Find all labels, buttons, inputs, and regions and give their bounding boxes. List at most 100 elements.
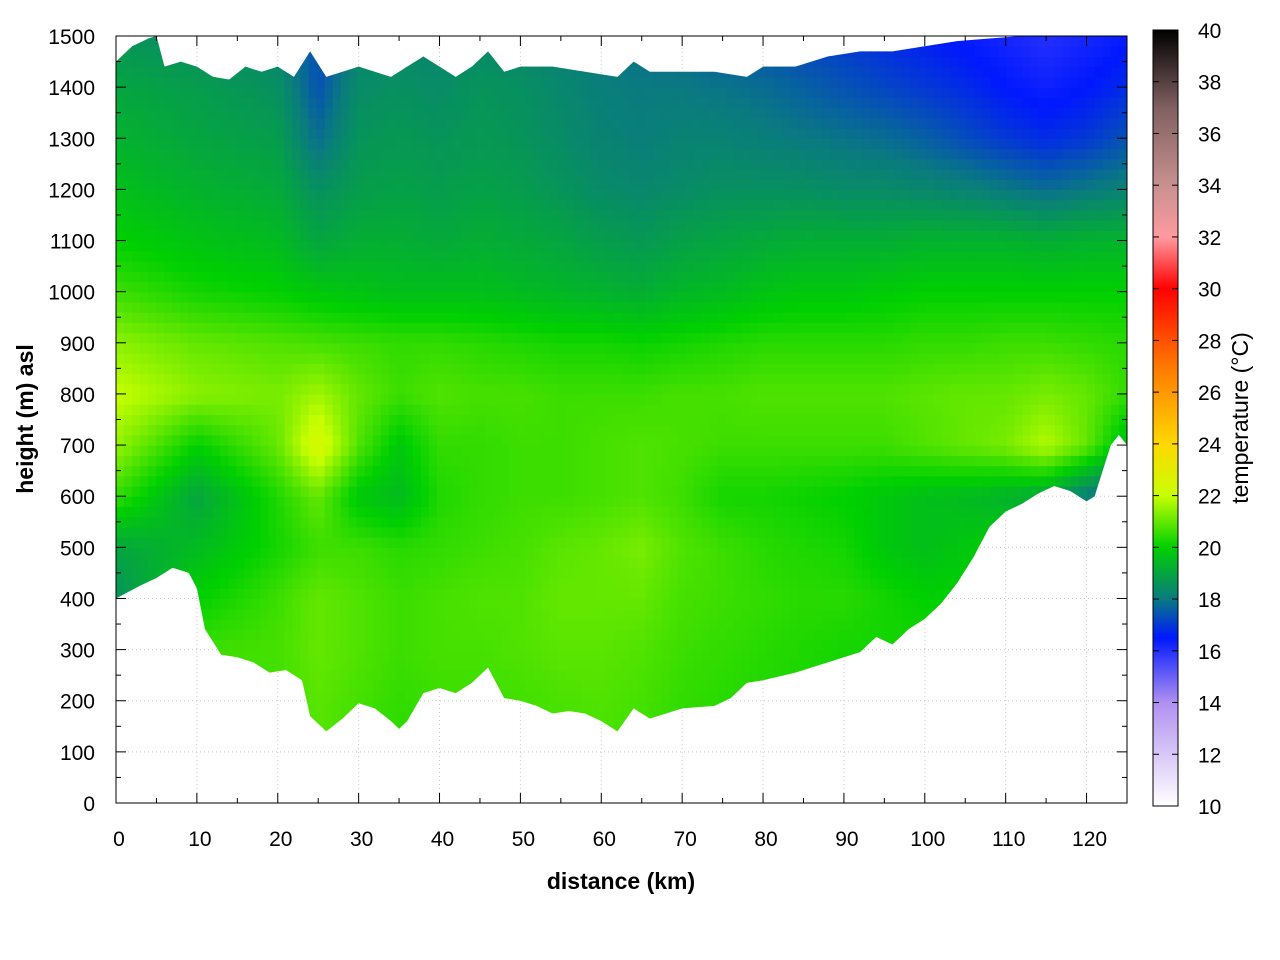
field-cell [340,547,350,559]
field-cell [773,670,783,681]
field-cell [396,670,406,681]
field-cell [613,567,623,579]
field-cell [565,506,574,518]
field-cell [629,659,639,671]
field-cell [372,649,382,661]
field-cell [196,404,205,415]
field-cell [822,567,831,579]
field-cell [420,557,430,569]
field-cell [669,629,679,640]
field-cell [380,404,390,415]
field-cell [292,639,302,651]
field-cell [637,526,647,538]
field-cell [549,629,558,640]
field-cell [404,639,414,651]
field-cell [316,710,326,722]
field-cell [645,465,655,477]
field-cell [316,516,326,528]
field-cell [701,424,711,436]
field-cell [902,578,911,589]
field-cell [677,618,687,630]
field-cell [477,485,486,497]
field-cell [846,547,855,559]
field-cell [581,475,590,487]
field-cell [509,547,518,559]
field-cell [814,588,823,600]
field-cell [757,608,767,620]
field-cell [894,567,903,579]
field-cell [637,700,647,712]
field-cell [693,680,703,692]
field-cell [693,526,703,538]
field-cell [806,526,815,538]
field-cell [493,455,502,467]
field-cell [998,475,1008,487]
field-cell [212,618,221,630]
field-cell [605,455,615,467]
field-cell [436,659,446,671]
field-cell [324,445,334,456]
field-cell [1062,475,1072,487]
field-cell [260,445,270,456]
field-cell [597,404,607,415]
field-cell [894,506,903,518]
field-cell [404,434,414,446]
field-cell [180,485,189,497]
field-cell [1014,424,1024,436]
field-cell [701,670,711,681]
field-cell [549,393,558,405]
field-cell [589,516,599,528]
field-cell [701,526,711,538]
field-cell [324,588,334,600]
field-cell [525,537,534,548]
field-cell [469,598,478,610]
field-cell [533,598,542,610]
field-cell [669,567,679,579]
field-cell [677,578,687,589]
field-cell [132,496,141,508]
field-cell [661,659,671,671]
field-cell [396,588,406,600]
field-cell [653,670,663,681]
field-cell [693,485,703,497]
field-cell [862,414,871,426]
field-cell [605,700,615,712]
field-cell [974,455,984,467]
field-cell [894,578,903,589]
field-cell [910,455,919,467]
field-cell [773,526,783,538]
field-cell [701,547,711,559]
field-cell [854,465,863,477]
field-cell [517,659,526,671]
field-cell [372,485,382,497]
field-cell [669,547,679,559]
field-cell [741,496,751,508]
field-cell [236,526,245,538]
field-cell [340,424,350,436]
field-cell [701,506,711,518]
field-cell [188,496,197,508]
field-cell [790,629,799,640]
field-cell [348,455,358,467]
field-cell [669,557,679,569]
field-cell [773,455,783,467]
field-cell [765,557,775,569]
field-cell [388,608,398,620]
field-cell [725,608,735,620]
field-cell [870,557,879,569]
field-cell [525,659,534,671]
field-cell [677,557,687,569]
field-cell [661,578,671,589]
field-cell [364,649,374,661]
field-cell [814,526,823,538]
field-cell [621,649,631,661]
field-cell [444,526,454,538]
field-cell [701,557,711,569]
field-cell [629,526,639,538]
field-cell [316,690,326,702]
field-cell [998,404,1008,415]
field-cell [308,690,318,702]
field-cell [717,496,727,508]
field-cell [878,455,887,467]
field-cell [404,608,414,620]
